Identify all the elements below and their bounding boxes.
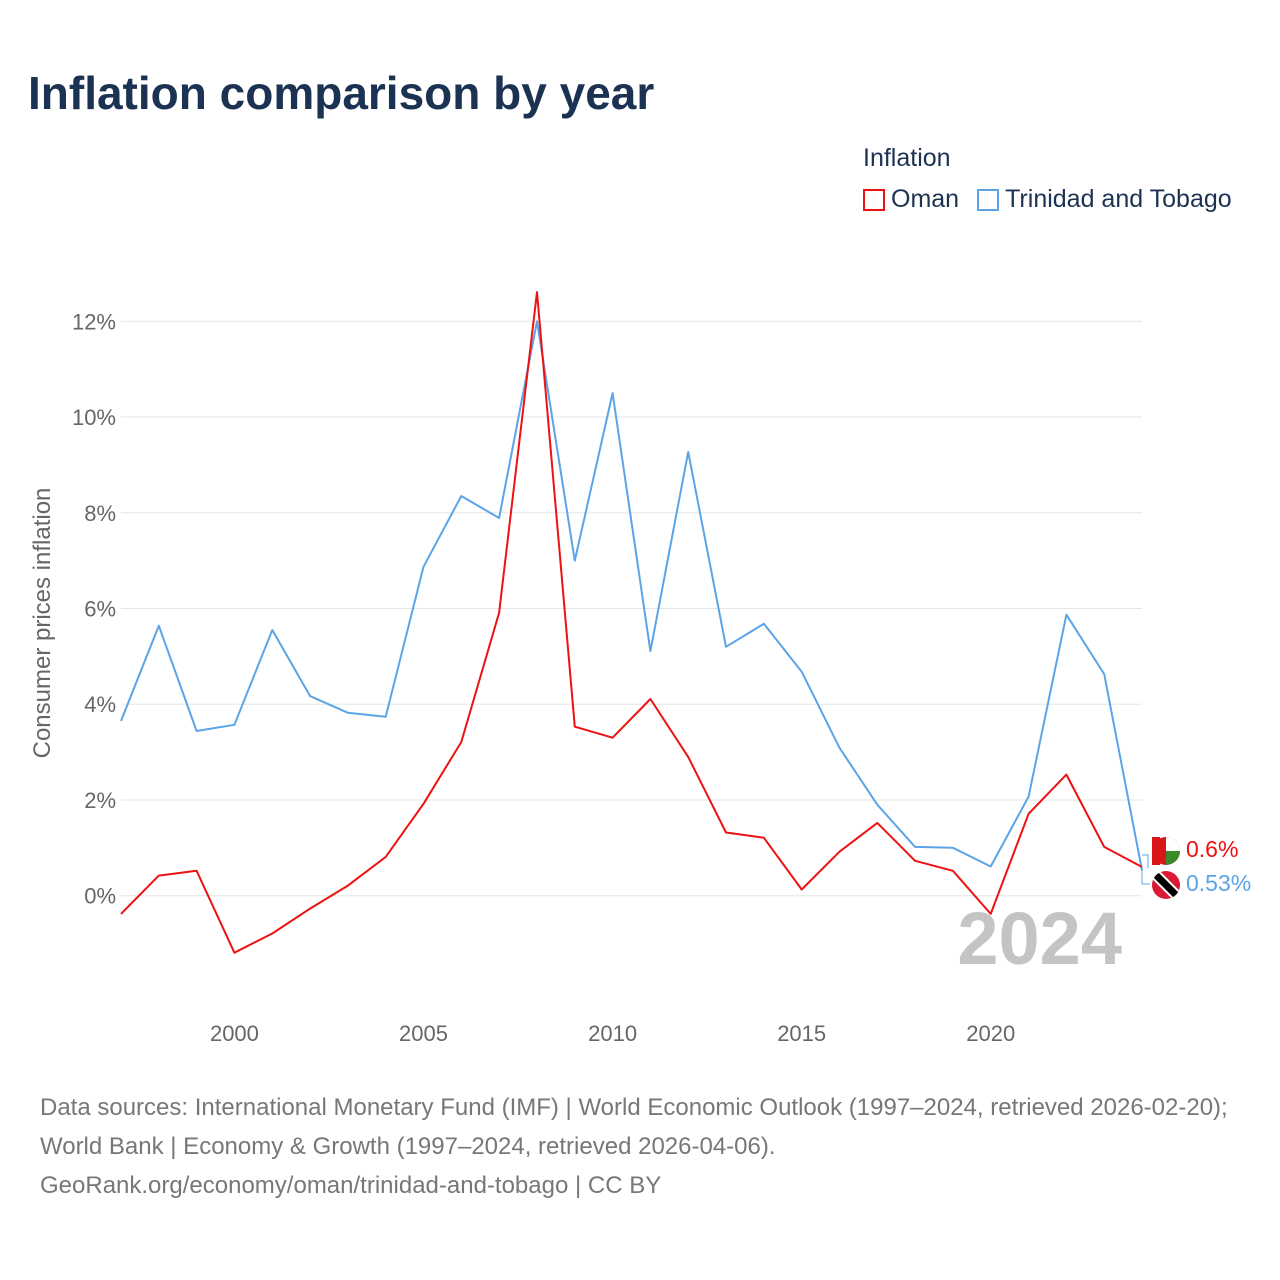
- legend-label: Oman: [891, 185, 960, 213]
- x-tick-label: 2000: [210, 1021, 259, 1046]
- x-tick-label: 2015: [777, 1021, 826, 1046]
- legend: Inflation Oman Trinidad and Tobago: [863, 144, 1232, 214]
- y-tick-label: 8%: [84, 501, 116, 526]
- y-tick-label: 6%: [84, 596, 116, 621]
- y-tick-label: 2%: [84, 788, 116, 813]
- year-watermark: 2024: [957, 897, 1122, 980]
- y-axis-label: Consumer prices inflation: [29, 488, 56, 759]
- legend-swatch-trinidad-and-tobago: [977, 188, 1000, 211]
- x-tick-label: 2020: [966, 1021, 1015, 1046]
- x-tick-label: 2005: [399, 1021, 448, 1046]
- end-label-trinidad-and-tobago: 0.53%: [1186, 870, 1251, 896]
- y-tick-label: 10%: [72, 405, 116, 430]
- trinidad-and-tobago-flag-icon: [1152, 871, 1180, 899]
- end-label-connector: [1141, 854, 1150, 885]
- x-tick-label: 2010: [588, 1021, 637, 1046]
- series-line-oman[interactable]: [120, 291, 1143, 954]
- legend-swatch-oman: [863, 188, 885, 211]
- end-label-oman: 0.6%: [1186, 836, 1238, 862]
- oman-flag-icon: [1152, 837, 1180, 865]
- legend-label: Trinidad and Tobago: [1005, 185, 1232, 213]
- data-sources: Data sources: International Monetary Fun…: [40, 1094, 1228, 1160]
- legend-item-oman[interactable]: Oman: [863, 185, 959, 214]
- legend-item-trinidad-and-tobago[interactable]: Trinidad and Tobago: [977, 185, 1232, 214]
- legend-title: Inflation: [863, 144, 951, 172]
- credit-link[interactable]: GeoRank.org/economy/oman/trinidad-and-to…: [40, 1172, 662, 1199]
- y-tick-label: 0%: [84, 884, 116, 909]
- y-tick-label: 12%: [72, 309, 116, 334]
- y-tick-label: 4%: [84, 692, 116, 717]
- chart-title: Inflation comparison by year: [28, 67, 655, 119]
- footer: Data sources: International Monetary Fun…: [40, 1088, 1250, 1205]
- series-line-trinidad-and-tobago[interactable]: [120, 320, 1143, 871]
